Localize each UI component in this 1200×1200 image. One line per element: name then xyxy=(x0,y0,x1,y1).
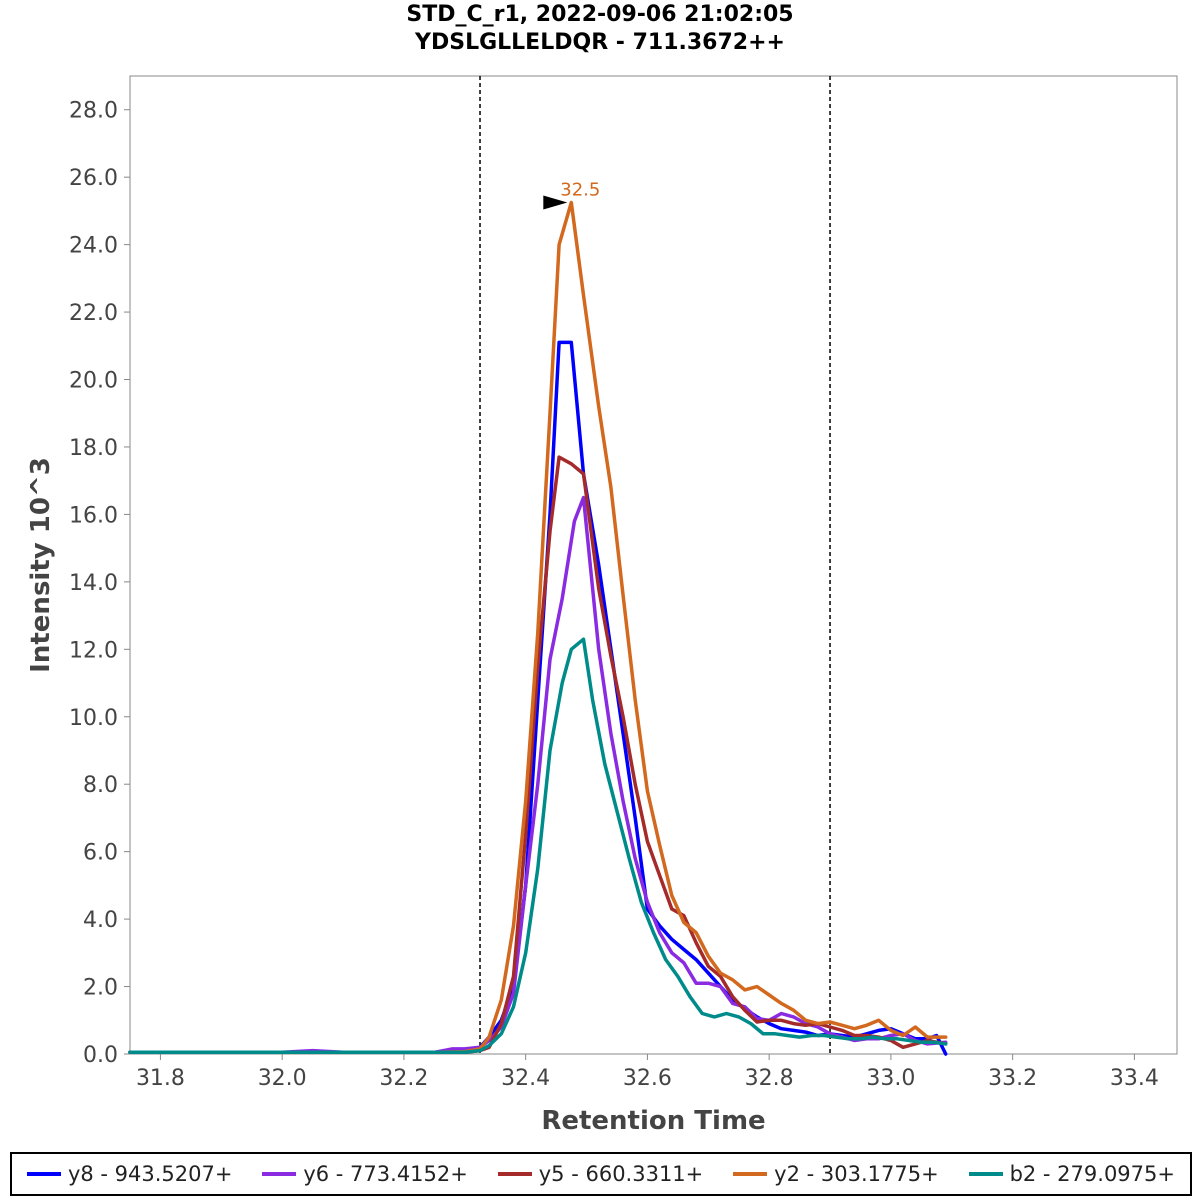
y-tick-label-12: 24.0 xyxy=(69,234,118,259)
series-line-y5 xyxy=(128,455,948,1055)
chart-area: 0.0 2.0 4.0 6.0 8.0 10.0 12.0 14.0 16.0 18.0 20.0 2… xyxy=(26,75,1178,1136)
x-tick-label-7: 33.2 xyxy=(988,1066,1037,1091)
legend-item-y2: y2 - 303.1775+ xyxy=(733,1162,939,1186)
legend-label: y5 - 660.3311+ xyxy=(538,1162,704,1186)
legend: y8 - 943.5207+ y6 - 773.4152+ y5 - 660.331… xyxy=(10,1152,1192,1196)
x-tick-label-0: 31.8 xyxy=(136,1066,185,1091)
legend-item-y5: y5 - 660.3311+ xyxy=(497,1162,704,1186)
chart-title: STD_C_r1, 2022-09-06 21:02:05 YDSLGLLELD… xyxy=(0,0,1200,57)
y-tick-label-0: 0.0 xyxy=(83,1043,118,1068)
legend-swatch xyxy=(262,1172,297,1176)
x-tick-label-1: 32.0 xyxy=(258,1066,307,1091)
x-tick-label-6: 33.0 xyxy=(866,1066,915,1091)
y-tick-label-11: 22.0 xyxy=(69,301,118,326)
y-tick-label-9: 18.0 xyxy=(69,436,118,461)
peak-label: 32.5 xyxy=(560,179,600,200)
legend-swatch xyxy=(26,1172,61,1176)
legend-swatch xyxy=(968,1172,1003,1176)
x-axis-label: Retention Time xyxy=(541,1106,765,1136)
legend-label: y2 - 303.1775+ xyxy=(774,1162,939,1186)
series-line-y2 xyxy=(128,200,948,1055)
plot-frame xyxy=(129,75,1178,1055)
y-tick-label-2: 4.0 xyxy=(83,908,118,933)
legend-label: b2 - 279.0975+ xyxy=(1009,1162,1175,1186)
legend-swatch xyxy=(733,1172,768,1176)
y-tick-label-3: 6.0 xyxy=(83,841,118,866)
legend-label: y6 - 773.4152+ xyxy=(303,1162,468,1186)
chart-title-line-1: STD_C_r1, 2022-09-06 21:02:05 xyxy=(406,2,794,27)
y-tick-label-7: 14.0 xyxy=(69,571,118,596)
legend-item-y8: y8 - 943.5207+ xyxy=(26,1162,233,1186)
x-tick-label-3: 32.4 xyxy=(501,1066,550,1091)
y-tick-label-14: 28.0 xyxy=(69,99,118,124)
y-tick-label-4: 8.0 xyxy=(83,773,118,798)
legend-swatch xyxy=(497,1172,532,1176)
y-tick-label-1: 2.0 xyxy=(83,976,118,1001)
y-axis-label: Intensity 10^3 xyxy=(26,457,56,673)
plot-layer: 0.0 2.0 4.0 6.0 8.0 10.0 12.0 14.0 16.0 18.0 20.0 2… xyxy=(26,75,1178,1136)
y-tick-label-13: 26.0 xyxy=(69,166,118,191)
legend-label: y8 - 943.5207+ xyxy=(67,1162,233,1186)
x-tick-label-4: 32.6 xyxy=(623,1066,672,1091)
y-tick-label-8: 16.0 xyxy=(69,503,118,528)
legend-item-y6: y6 - 773.4152+ xyxy=(262,1162,468,1186)
peak-marker xyxy=(543,195,568,210)
legend-item-b2: b2 - 279.0975+ xyxy=(968,1162,1175,1186)
chart-title-line-2: YDSLGLLELDQR - 711.3672++ xyxy=(415,30,785,55)
x-tick-label-8: 33.4 xyxy=(1110,1066,1159,1091)
x-tick-label-5: 32.8 xyxy=(745,1066,794,1091)
y-tick-label-10: 20.0 xyxy=(69,369,118,394)
x-tick-label-2: 32.2 xyxy=(379,1066,428,1091)
y-tick-label-6: 12.0 xyxy=(69,638,118,663)
y-tick-label-5: 10.0 xyxy=(69,706,118,731)
series-line-b2 xyxy=(128,637,948,1055)
